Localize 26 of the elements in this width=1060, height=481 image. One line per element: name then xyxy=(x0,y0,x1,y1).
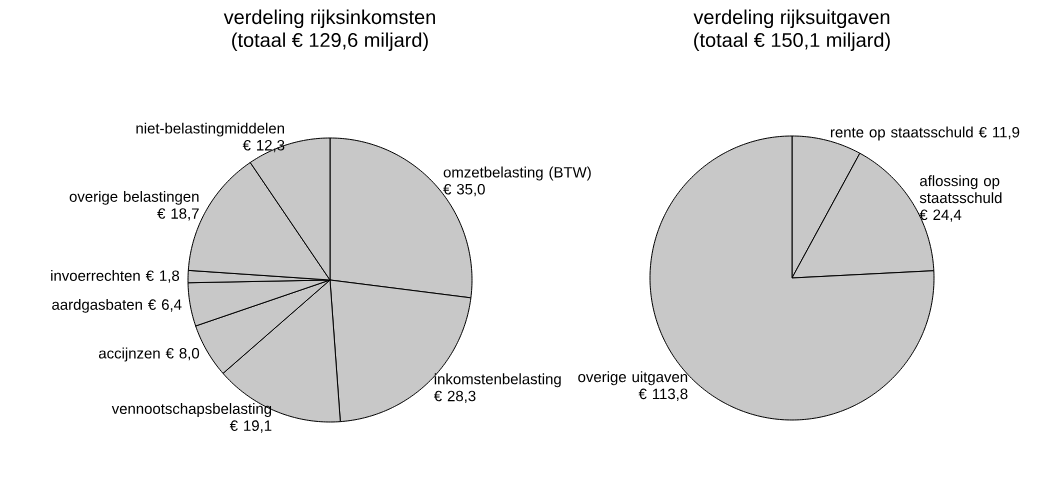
slice-label: accijnzen xyxy=(98,347,160,362)
slice-label: vennootschapsbelasting xyxy=(111,403,272,417)
data-label: € 1,8 xyxy=(145,270,180,283)
slice-label: aflossing op staatsschuld xyxy=(919,175,1002,204)
chart-subtitle: (totaal € 150,1 miljard) xyxy=(694,32,890,52)
slice-label: niet-belastingmiddelen xyxy=(136,122,284,137)
data-label: € 19,1 xyxy=(229,420,272,433)
data-label: € 24,4 xyxy=(919,209,962,222)
slice-label: aardgasbaten xyxy=(52,298,142,313)
slice-label: rente op staatsschuld xyxy=(830,126,973,141)
data-label: € 11,9 xyxy=(978,126,1020,140)
data-label: € 113,8 xyxy=(638,388,688,401)
chart-subtitle: (totaal € 129,6 miljard) xyxy=(232,32,428,52)
data-label: € 6,4 xyxy=(148,299,182,312)
data-label: € 12,3 xyxy=(242,139,285,153)
data-label: € 28,3 xyxy=(433,390,476,404)
data-label: € 8,0 xyxy=(165,347,200,361)
slice-label: omzetbelasting (BTW) xyxy=(443,166,591,181)
chart-title: verdeling rijksinkomsten xyxy=(223,9,435,29)
slice-label: invoerrechten xyxy=(51,270,140,281)
chart-title: verdeling rijksuitgaven xyxy=(693,9,890,29)
data-label: € 18,7 xyxy=(157,208,199,221)
data-label: € 35,0 xyxy=(443,183,485,197)
slice-label: overige belastingen xyxy=(69,190,199,205)
slice-label: inkomstenbelasting xyxy=(434,373,561,388)
slice-label: overige uitgaven xyxy=(578,371,688,386)
